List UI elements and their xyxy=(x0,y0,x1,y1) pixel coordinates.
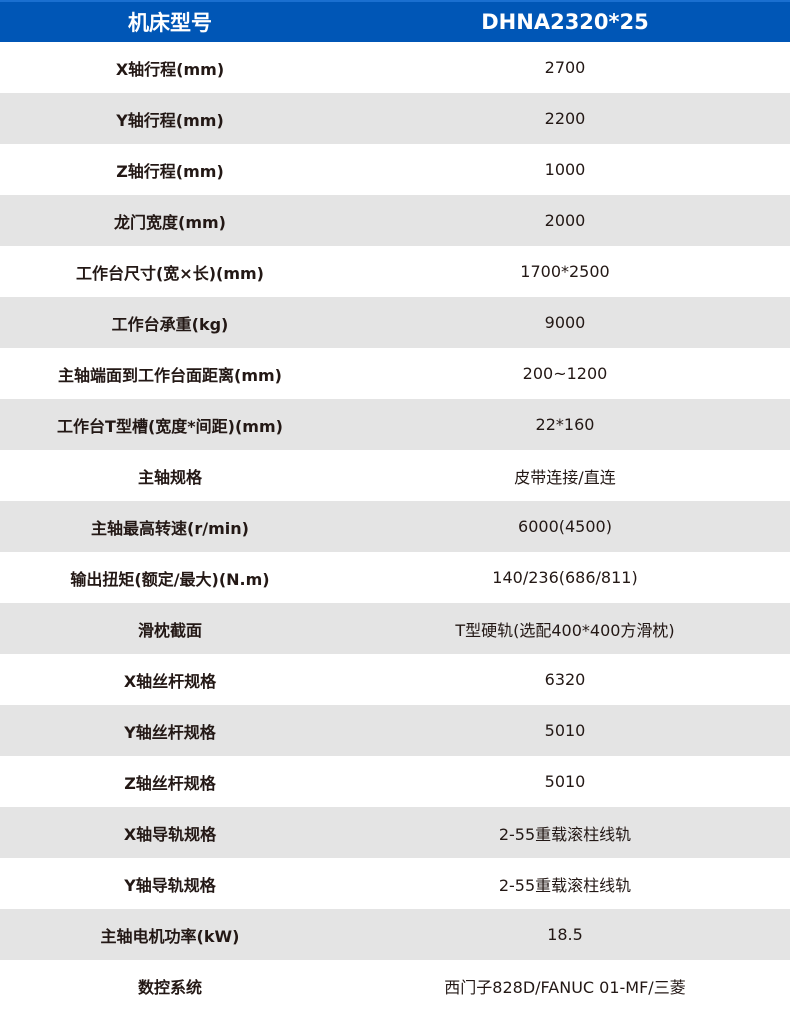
table-row: 主轴规格 皮带连接/直连 xyxy=(0,450,790,501)
spec-value: 22*160 xyxy=(535,415,595,434)
spec-value: 皮带连接/直连 xyxy=(514,467,616,487)
spec-label: 数控系统 xyxy=(137,977,202,997)
table-row: 主轴电机功率(kW) 18.5 xyxy=(0,909,790,960)
spec-label: Z轴行程(mm) xyxy=(116,161,224,181)
spec-label: X轴丝杆规格 xyxy=(123,671,217,691)
spec-label: X轴行程(mm) xyxy=(115,59,225,79)
spec-value: 5010 xyxy=(544,721,586,740)
spec-label: 主轴电机功率(kW) xyxy=(100,926,240,946)
spec-label: 龙门宽度(mm) xyxy=(114,212,226,232)
spec-value: 9000 xyxy=(544,313,586,332)
spec-label: Z轴丝杆规格 xyxy=(124,773,216,793)
spec-label: Y轴导轨规格 xyxy=(124,875,216,895)
spec-value: 1000 xyxy=(544,160,586,179)
table-row: X轴行程(mm) 2700 xyxy=(0,42,790,93)
table-body: X轴行程(mm) 2700 Y轴行程(mm) 2200 Z轴行程(mm) 1000 龙门宽度… xyxy=(0,42,790,1011)
table-row: 工作台尺寸(宽×长)(mm) 1700*2500 xyxy=(0,246,790,297)
spec-value: 2-55重载滚柱线轨 xyxy=(498,824,632,844)
spec-label: 工作台T型槽(宽度*间距)(mm) xyxy=(57,416,283,436)
spec-label: 滑枕截面 xyxy=(137,620,202,640)
table-row: Y轴丝杆规格 5010 xyxy=(0,705,790,756)
spec-label: 输出扭矩(额定/最大)(N.m) xyxy=(70,569,270,589)
spec-value: 2000 xyxy=(544,211,586,230)
table-row: Y轴行程(mm) 2200 xyxy=(0,93,790,144)
spec-label: Y轴丝杆规格 xyxy=(124,722,216,742)
spec-value: 西门子828D/FANUC 01-MF/三菱 xyxy=(444,977,686,997)
table-row: 数控系统 西门子828D/FANUC 01-MF/三菱 xyxy=(0,960,790,1011)
spec-value: 140/236(686/811) xyxy=(492,568,638,587)
table-row: 主轴端面到工作台面距离(mm) 200~1200 xyxy=(0,348,790,399)
table-row: Z轴丝杆规格 5010 xyxy=(0,756,790,807)
table-row: 龙门宽度(mm) 2000 xyxy=(0,195,790,246)
spec-value: 5010 xyxy=(544,772,586,791)
spec-value: 200~1200 xyxy=(522,364,608,383)
spec-value: 1700*2500 xyxy=(520,262,610,281)
header-label: 机床型号 xyxy=(128,11,212,35)
spec-label: Y轴行程(mm) xyxy=(116,110,224,130)
table-row: 工作台承重(kg) 9000 xyxy=(0,297,790,348)
spec-value: 18.5 xyxy=(547,925,583,944)
spec-label: 主轴最高转速(r/min) xyxy=(91,518,249,538)
table-row: Y轴导轨规格 2-55重载滚柱线轨 xyxy=(0,858,790,909)
spec-label: 主轴端面到工作台面距离(mm) xyxy=(58,365,282,385)
spec-value: T型硬轨(选配400*400方滑枕) xyxy=(455,620,675,640)
header-model: DHNA2320*25 xyxy=(481,10,649,34)
table-row: X轴导轨规格 2-55重载滚柱线轨 xyxy=(0,807,790,858)
spec-value: 2-55重载滚柱线轨 xyxy=(498,875,632,895)
table-row: 输出扭矩(额定/最大)(N.m) 140/236(686/811) xyxy=(0,552,790,603)
table-row: Z轴行程(mm) 1000 xyxy=(0,144,790,195)
table-row: 滑枕截面 T型硬轨(选配400*400方滑枕) xyxy=(0,603,790,654)
spec-label: X轴导轨规格 xyxy=(123,824,217,844)
table-row: 主轴最高转速(r/min) 6000(4500) xyxy=(0,501,790,552)
table-row: 工作台T型槽(宽度*间距)(mm) 22*160 xyxy=(0,399,790,450)
spec-label: 工作台承重(kg) xyxy=(111,314,229,334)
spec-label: 主轴规格 xyxy=(137,467,202,487)
spec-value: 6320 xyxy=(544,670,586,689)
spec-value: 6000(4500) xyxy=(518,517,612,536)
spec-value: 2200 xyxy=(544,109,586,128)
spec-label: 工作台尺寸(宽×长)(mm) xyxy=(75,263,264,283)
table-header: 机床型号 DHNA2320*25 xyxy=(0,0,790,42)
spec-value: 2700 xyxy=(544,58,586,77)
table-row: X轴丝杆规格 6320 xyxy=(0,654,790,705)
